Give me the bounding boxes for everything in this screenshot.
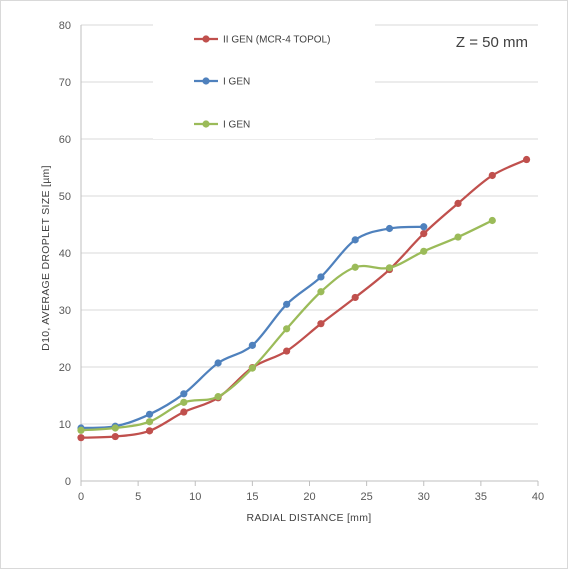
legend-marker [202,120,210,128]
series-line [79,225,425,430]
data-point [351,293,359,302]
data-point [180,408,188,416]
data-point [317,288,325,296]
data-point [420,247,428,255]
data-point [385,264,394,272]
legend-label: II GEN (MCR-4 TOPOL) [223,35,330,46]
x-tick-label: 35 [475,491,487,503]
x-axis-title: RADIAL DISTANCE [mm] [246,512,371,524]
legend-entry-2: I GEN [194,77,250,88]
data-point [283,300,291,308]
x-tick-labels: 0 5 10 15 20 25 30 35 40 [78,491,544,503]
data-point [283,347,291,355]
x-tick-label: 40 [532,491,544,503]
data-point [145,418,154,426]
data-point [145,410,154,418]
x-tick-label: 15 [246,491,258,503]
series-3 [77,216,496,434]
data-point [454,233,462,241]
y-tick-label: 40 [59,248,71,260]
data-point [180,390,188,398]
data-point [351,263,359,271]
axes [80,25,539,486]
data-point [111,432,119,441]
data-point [214,393,222,401]
annotation-z: Z = 50 mm [456,34,528,51]
legend-background [153,19,375,139]
series-1 [77,155,531,442]
data-point [111,424,119,432]
x-tick-label: 5 [135,491,141,503]
x-tick-label: 10 [189,491,201,503]
y-tick-labels: 0 10 20 30 40 50 60 70 80 [59,20,71,488]
x-tick-label: 0 [78,491,84,503]
series-2 [77,223,428,432]
x-tick-label: 25 [361,491,373,503]
data-point [488,216,496,225]
data-point [180,398,188,406]
legend-entry-3: I GEN [194,120,250,131]
y-tick-label: 0 [65,476,71,488]
data-point [248,364,256,372]
data-point [145,427,154,435]
data-point [488,171,496,180]
data-point [351,236,359,244]
series-group [77,155,531,442]
y-tick-label: 20 [59,362,71,374]
y-tick-label: 70 [59,77,71,89]
y-axis-title: D10, AVERAGE DROPLET SIZE [µm] [40,165,52,351]
legend-entry-1: II GEN (MCR-4 TOPOL) [194,35,330,46]
legend-marker [202,35,210,43]
data-point [420,230,428,238]
x-tick-label: 30 [418,491,430,503]
legend-label: I GEN [223,77,250,88]
y-tick-label: 10 [59,419,71,431]
data-point [214,359,222,367]
data-point [522,155,531,164]
data-point [77,434,85,442]
data-point [77,426,85,434]
data-point [420,223,428,231]
data-point [248,341,256,349]
data-point [283,325,291,333]
data-point [317,273,325,281]
y-tick-label: 80 [59,20,71,32]
y-tick-label: 60 [59,134,71,146]
y-tick-label: 30 [59,305,71,317]
x-tick-label: 20 [303,491,315,503]
data-point [385,224,394,233]
legend-label: I GEN [223,120,250,131]
data-point [317,320,325,328]
data-point [454,199,462,208]
y-tick-label: 50 [59,191,71,203]
legend-marker [202,77,210,85]
legend: II GEN (MCR-4 TOPOL) I GEN I GEN [153,19,375,139]
